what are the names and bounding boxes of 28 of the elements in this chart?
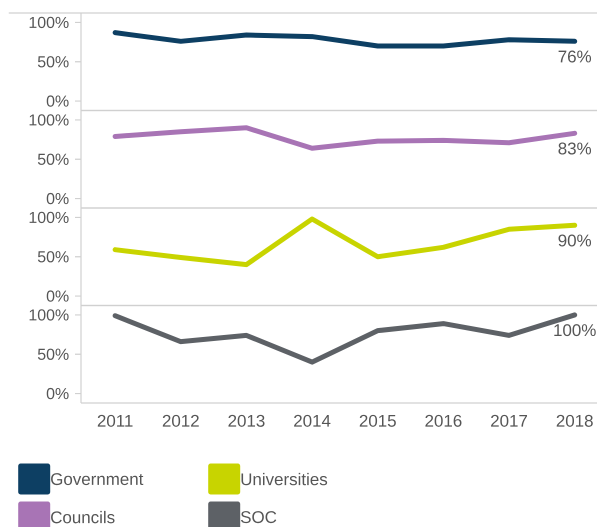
x-tick-label: 2012: [162, 414, 199, 427]
legend-label: SOC: [240, 511, 276, 524]
y-tick-label: 100%: [30, 212, 69, 224]
y-tick-label: 50%: [38, 348, 69, 360]
data-label: 83%: [558, 142, 592, 154]
legend-label: Universities: [242, 472, 328, 486]
y-tick-label: 50%: [38, 251, 69, 262]
x-tick-label: 2015: [360, 414, 396, 427]
legend-label: Government: [51, 473, 144, 486]
x-tick-label: 2017: [491, 414, 528, 427]
data-label: 100%: [554, 324, 596, 336]
y-tick-label: 50%: [38, 56, 69, 68]
y-tick-label: 100%: [30, 309, 69, 321]
x-tick-label: 2016: [425, 414, 462, 427]
y-tick-label: 100%: [30, 16, 69, 28]
y-tick-label: 0%: [46, 290, 69, 302]
x-tick-label: 2018: [556, 414, 593, 427]
y-tick-label: 0%: [46, 192, 69, 204]
x-tick-label: 2014: [294, 414, 330, 427]
y-tick-label: 50%: [38, 154, 69, 165]
y-tick-label: 100%: [30, 114, 69, 126]
data-label: 76%: [558, 50, 592, 62]
x-tick-label: 2013: [228, 414, 265, 427]
x-tick-label: 2011: [98, 414, 133, 427]
legend-label: Councils: [51, 510, 115, 524]
data-label: 90%: [558, 234, 592, 246]
y-tick-label: 0%: [46, 388, 69, 400]
y-tick-label: 0%: [46, 95, 69, 107]
